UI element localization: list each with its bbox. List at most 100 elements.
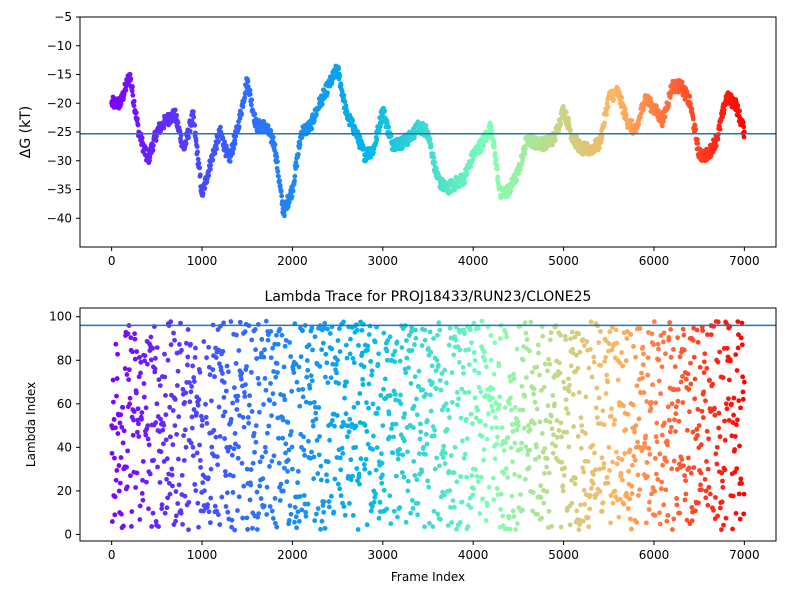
trace-point	[335, 481, 341, 487]
trace-point	[735, 319, 741, 325]
trace-point	[376, 127, 382, 133]
trace-point	[359, 350, 365, 356]
trace-point	[415, 500, 421, 506]
trace-point	[406, 332, 412, 338]
trace-point	[454, 389, 460, 395]
trace-point	[489, 128, 495, 134]
trace-point	[193, 138, 199, 144]
data-point	[741, 379, 747, 385]
trace-point	[559, 459, 565, 465]
trace-point	[566, 444, 572, 450]
trace-point	[118, 511, 124, 517]
trace-point	[534, 406, 540, 412]
trace-point	[303, 399, 309, 405]
trace-point	[232, 431, 238, 436]
trace-point	[398, 392, 403, 398]
trace-point	[351, 360, 357, 366]
trace-point	[738, 476, 744, 482]
trace-point	[239, 111, 245, 117]
trace-point	[312, 518, 318, 524]
trace-point	[343, 411, 349, 417]
trace-point	[447, 325, 453, 331]
trace-point	[221, 395, 227, 400]
trace-point	[148, 357, 154, 363]
trace-point	[138, 370, 143, 376]
trace-point	[581, 469, 587, 475]
trace-point	[231, 446, 237, 452]
trace-point	[731, 395, 737, 401]
trace-point	[124, 372, 130, 377]
trace-point	[516, 171, 522, 177]
trace-point	[441, 492, 447, 498]
trace-point	[551, 432, 556, 438]
trace-point	[269, 413, 274, 419]
trace-point	[620, 363, 626, 369]
trace-point	[157, 383, 163, 389]
trace-point	[134, 429, 140, 435]
data-point	[461, 455, 467, 461]
trace-point	[115, 351, 120, 357]
trace-point	[248, 482, 254, 488]
trace-point	[498, 507, 504, 512]
trace-point	[137, 517, 143, 522]
data-point	[136, 434, 142, 439]
data-point	[579, 423, 585, 428]
trace-point	[240, 104, 246, 110]
trace-point	[690, 337, 696, 343]
trace-point	[449, 370, 455, 375]
trace-point	[702, 351, 708, 357]
trace-point	[438, 387, 444, 393]
trace-point	[486, 484, 492, 490]
trace-point	[643, 433, 649, 439]
trace-point	[182, 427, 188, 433]
trace-point	[140, 477, 145, 483]
trace-point	[169, 472, 175, 478]
trace-point	[280, 435, 286, 441]
trace-point	[314, 111, 319, 117]
trace-point	[144, 479, 149, 485]
data-point	[488, 357, 494, 363]
trace-point	[286, 447, 292, 453]
trace-point	[223, 504, 229, 509]
trace-point	[276, 173, 281, 179]
trace-point	[659, 479, 665, 485]
trace-point	[146, 506, 151, 512]
trace-point	[580, 337, 586, 342]
trace-point	[692, 396, 698, 402]
data-point	[552, 401, 557, 407]
trace-point	[268, 329, 274, 334]
trace-point	[293, 361, 299, 367]
trace-point	[660, 339, 666, 345]
trace-point	[347, 416, 353, 422]
trace-point	[369, 368, 375, 374]
trace-point	[281, 364, 287, 370]
data-point	[235, 455, 241, 461]
trace-point	[117, 480, 123, 486]
trace-point	[277, 178, 282, 183]
trace-point	[699, 408, 705, 414]
data-point	[208, 466, 214, 472]
trace-point	[644, 399, 650, 404]
trace-point	[339, 445, 345, 451]
trace-point	[174, 383, 180, 388]
trace-point	[544, 464, 549, 470]
delta-g-x-ticks: 0 1000 2000 3000 4000 5000 6000 7000	[108, 247, 760, 268]
trace-point	[129, 524, 134, 529]
trace-point	[250, 525, 255, 531]
trace-point	[377, 499, 383, 505]
trace-point	[412, 374, 418, 380]
trace-point	[505, 475, 511, 480]
trace-point	[190, 453, 196, 459]
trace-point	[328, 493, 334, 499]
trace-point	[721, 522, 726, 528]
trace-point	[683, 376, 689, 382]
trace-point	[704, 459, 709, 464]
trace-point	[247, 393, 253, 399]
trace-point	[168, 342, 174, 348]
trace-point	[389, 426, 394, 431]
trace-point	[345, 473, 351, 479]
trace-point	[338, 467, 344, 473]
trace-point	[197, 172, 203, 178]
trace-point	[523, 375, 529, 380]
trace-point	[741, 491, 747, 497]
